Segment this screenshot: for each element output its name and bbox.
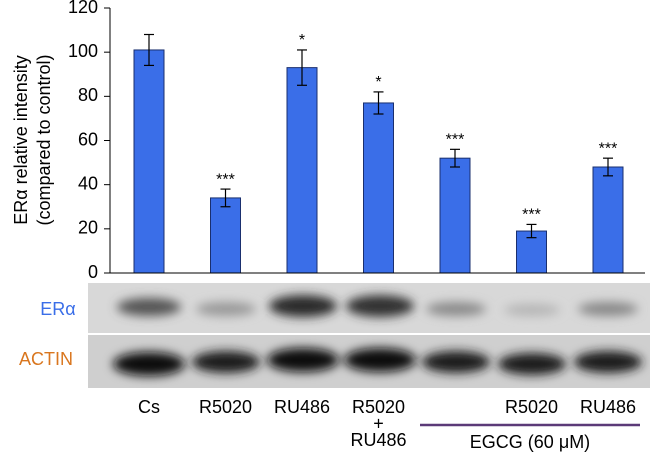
bar: [133, 49, 165, 274]
significance: ***: [216, 171, 235, 188]
y-tick-label: 80: [78, 85, 98, 105]
band: [269, 295, 337, 317]
band: [117, 298, 181, 316]
band: [346, 295, 414, 317]
significance: *: [375, 74, 381, 91]
blot-label: ACTIN: [19, 349, 73, 369]
band: [422, 351, 490, 373]
band: [426, 302, 486, 316]
significance: ***: [446, 132, 465, 149]
y-tick-label: 100: [68, 41, 98, 61]
x-tick-label: R5020: [505, 397, 558, 417]
band: [113, 352, 185, 376]
x-tick-label: R5020: [199, 397, 252, 417]
band: [574, 351, 642, 373]
bar: [439, 157, 471, 274]
significance: ***: [599, 140, 618, 157]
y-axis-label: ERα relative intensity: [11, 55, 31, 224]
bar: [592, 166, 624, 274]
band: [344, 348, 416, 372]
band: [498, 353, 566, 375]
x-tick-label: RU486: [580, 397, 636, 417]
y-tick-label: 20: [78, 218, 98, 238]
band: [192, 351, 260, 373]
x-tick-label: RU486: [274, 397, 330, 417]
band: [504, 304, 560, 316]
band: [578, 302, 638, 316]
blot-bands: [113, 295, 642, 376]
bar: [363, 102, 394, 274]
band: [267, 348, 339, 372]
significance: ***: [522, 207, 541, 224]
band: [196, 302, 256, 316]
blot-label: ERα: [40, 299, 75, 319]
x-tick-label: R5020 + RU486: [350, 397, 406, 450]
bar: [286, 67, 318, 274]
y-label: ERα relative intensity (compared to cont…: [11, 54, 54, 225]
blot: [88, 283, 650, 388]
y-tick-label: 60: [78, 129, 98, 149]
group-label: EGCG (60 μM): [470, 432, 590, 452]
x-tick-label: Cs: [138, 397, 160, 417]
y-tick-label: 40: [78, 173, 98, 193]
significance: *: [299, 32, 305, 49]
y-axis-label: (compared to control): [34, 54, 54, 225]
y-tick-label: 0: [88, 262, 98, 282]
y-tick-label: 120: [68, 0, 98, 17]
bar: [210, 197, 241, 274]
